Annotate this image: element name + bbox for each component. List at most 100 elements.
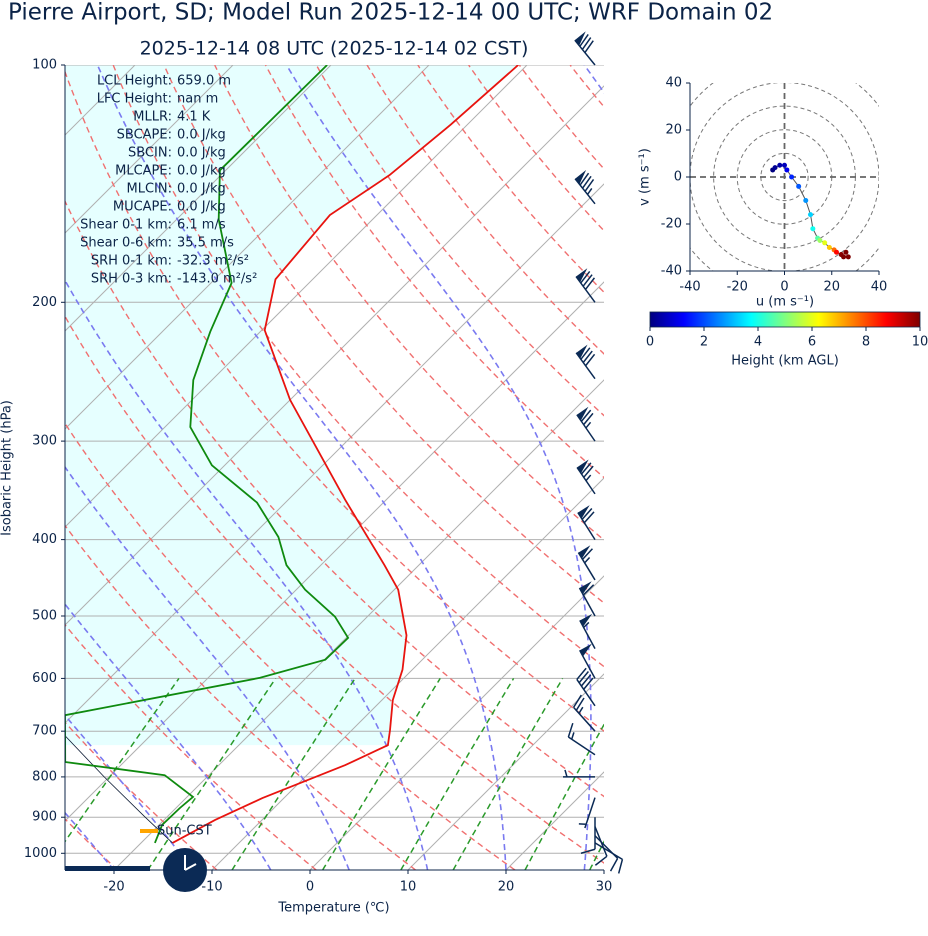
- barb-feather: [582, 274, 593, 287]
- y-tick-label: 1000: [24, 846, 57, 861]
- barb-feather: [582, 350, 593, 363]
- wind-barb: [572, 694, 596, 732]
- clock-icon: [163, 848, 207, 892]
- colorbar-tick-label: 6: [808, 335, 816, 350]
- mixing-ratio-line: [452, 678, 564, 870]
- cin-shading: [65, 65, 519, 746]
- barb-feather: [609, 857, 619, 872]
- hodograph-point: [845, 254, 851, 260]
- barb-pennant: [578, 545, 591, 559]
- y-tick-label: -20: [661, 217, 682, 232]
- barb-feather: [584, 40, 594, 54]
- barb-feather: [581, 507, 593, 520]
- mixing-ratio-line: [589, 840, 604, 870]
- x-tick-label: -40: [679, 280, 700, 295]
- temperature-line: [172, 65, 519, 844]
- hodograph-point: [841, 254, 847, 260]
- barb-staff: [567, 736, 596, 756]
- barb-feather: [584, 353, 596, 367]
- y-tick-label: 100: [32, 58, 57, 73]
- y-axis-label: Isobaric Height (hPa): [0, 400, 15, 536]
- hodograph-grid: [690, 83, 879, 271]
- stat-value: 0.0 J/kg: [177, 128, 226, 143]
- hodograph-point: [777, 162, 783, 168]
- stat-label: Shear 0-6 km:: [80, 236, 172, 251]
- dry-adiabat: [824, 65, 928, 870]
- y-tick-label: -40: [661, 264, 682, 279]
- dry-adiabat: [468, 65, 604, 232]
- stat-value: 659.0 m: [177, 74, 231, 89]
- dry-adiabat: [315, 65, 604, 417]
- dry-adiabat: [569, 65, 604, 108]
- isotherm: [113, 379, 604, 870]
- isotherm: [65, 281, 604, 822]
- barb-staff: [579, 620, 596, 649]
- stat-value: -32.3 m²/s²: [177, 254, 249, 269]
- x-tick-label: 40: [871, 280, 888, 295]
- hodograph-point: [772, 165, 778, 171]
- wind-barb: [594, 842, 624, 874]
- barb-pennant: [579, 643, 592, 657]
- barb-feather: [583, 511, 595, 524]
- barb-feather: [576, 667, 587, 680]
- dry-adiabat: [621, 65, 928, 870]
- barb-half: [583, 621, 590, 629]
- x-tick-label: 10: [400, 880, 417, 895]
- isotherm: [65, 65, 332, 332]
- title: Pierre Airport, SD; Model Run 2025-12-14…: [8, 0, 773, 26]
- x-tick-label: 0: [306, 880, 314, 895]
- dry-adiabat: [65, 422, 516, 870]
- x-tick-label: 20: [823, 280, 840, 295]
- barb-staff: [594, 826, 608, 857]
- dry-adiabat: [112, 65, 604, 668]
- y-tick-label: 600: [32, 671, 57, 686]
- x-tick-label: 20: [498, 880, 515, 895]
- barb-pennant: [579, 613, 593, 627]
- barb-feather: [583, 677, 594, 690]
- colorbar-tick-label: 8: [862, 335, 870, 350]
- stat-label: SRH 0-3 km:: [91, 272, 172, 287]
- x-axis-label: u (m s⁻¹): [756, 295, 814, 310]
- mixing-ratio-line: [231, 678, 356, 870]
- barb-feather: [580, 409, 592, 422]
- y-tick-label: 200: [32, 295, 57, 310]
- barb-half: [585, 474, 592, 482]
- wind-barb: [578, 581, 596, 617]
- barb-feather: [584, 277, 596, 290]
- mixing-ratio-line: [147, 677, 277, 870]
- stat-value: 0.0 J/kg: [177, 182, 226, 197]
- y-tick-label: 300: [32, 434, 57, 449]
- stat-label: LFC Height:: [97, 92, 172, 107]
- isotherm: [505, 771, 604, 870]
- x-tick-label: 0: [780, 280, 788, 295]
- mixing-ratio-line: [400, 678, 515, 870]
- barb-feather: [580, 347, 591, 360]
- stat-label: SBCIN:: [128, 146, 172, 161]
- colorbar-tick-label: 4: [754, 335, 762, 350]
- mixing-ratio-line: [65, 677, 180, 843]
- barb-pennant: [579, 581, 592, 595]
- dry-adiabat: [65, 69, 604, 732]
- dry-adiabat: [65, 199, 604, 798]
- moist-adiabat: [65, 465, 350, 870]
- wind-barb: [574, 170, 596, 205]
- stat-label: LCL Height:: [97, 74, 172, 89]
- moist-adiabat: [285, 65, 592, 870]
- x-tick-label: -20: [727, 280, 748, 295]
- hodograph-point: [789, 174, 795, 180]
- y-tick-label: 900: [32, 810, 57, 825]
- y-tick-label: 400: [32, 532, 57, 547]
- x-tick-label: 30: [596, 880, 613, 895]
- moist-adiabat: [65, 278, 429, 870]
- barb-feather: [575, 697, 585, 711]
- isotherm: [309, 575, 604, 870]
- stat-value: 4.1 K: [177, 110, 211, 125]
- moist-adiabat: [65, 714, 194, 870]
- hodograph-point: [803, 198, 809, 203]
- stat-label: SRH 0-1 km:: [91, 254, 172, 269]
- hodograph-point: [782, 162, 787, 168]
- time-bar: [65, 866, 150, 871]
- barb-half: [570, 732, 575, 740]
- stat-label: MLCAPE:: [115, 164, 172, 179]
- hodograph-point: [822, 240, 828, 246]
